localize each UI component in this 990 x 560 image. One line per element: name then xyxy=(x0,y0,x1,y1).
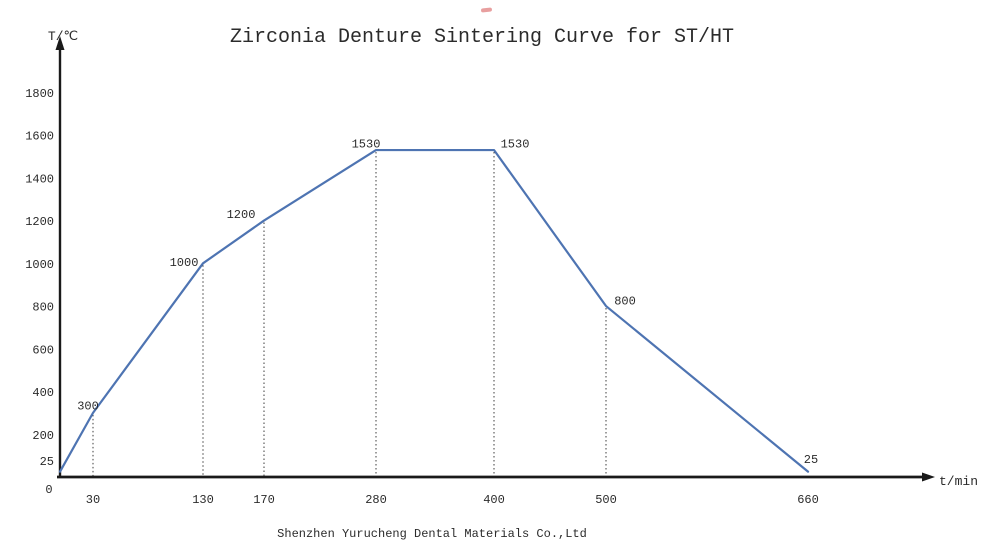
x-axis-title: t/min xyxy=(939,474,978,489)
y-tick-1800: 1800 xyxy=(25,87,54,101)
point-label-30: 300 xyxy=(77,399,99,413)
y-tick-1000: 1000 xyxy=(25,258,54,272)
point-label-170: 1200 xyxy=(227,208,256,222)
y-tick-1200: 1200 xyxy=(25,215,54,229)
point-label-280: 1530 xyxy=(352,138,381,152)
x-tick-30: 30 xyxy=(86,493,100,507)
x-tick-400: 400 xyxy=(483,493,505,507)
y-tick-1400: 1400 xyxy=(25,172,54,186)
x-tick-280: 280 xyxy=(365,493,387,507)
y-tick-400: 400 xyxy=(32,386,54,400)
origin-tick: 0 xyxy=(45,483,52,497)
y-tick-800: 800 xyxy=(32,301,54,315)
y-tick-600: 600 xyxy=(32,343,54,357)
point-label-400: 1530 xyxy=(501,138,530,152)
point-label-500: 800 xyxy=(614,295,636,309)
point-label-660: 25 xyxy=(804,453,818,467)
x-tick-660: 660 xyxy=(797,493,819,507)
y-tick-200: 200 xyxy=(32,429,54,443)
point-label-130: 1000 xyxy=(170,256,199,270)
x-tick-130: 130 xyxy=(192,493,214,507)
footer-company: Shenzhen Yurucheng Dental Materials Co.,… xyxy=(277,527,587,541)
y-axis-title: T/℃ xyxy=(48,29,78,44)
x-tick-500: 500 xyxy=(595,493,617,507)
sintering-curve-line xyxy=(58,148,810,473)
x-tick-170: 170 xyxy=(253,493,275,507)
chart-title: Zirconia Denture Sintering Curve for ST/… xyxy=(229,26,735,49)
x-axis-arrow xyxy=(922,472,935,482)
y-tick-1600: 1600 xyxy=(25,130,54,144)
y-axis-arrow xyxy=(55,36,65,50)
y-tick-25: 25 xyxy=(40,455,54,469)
